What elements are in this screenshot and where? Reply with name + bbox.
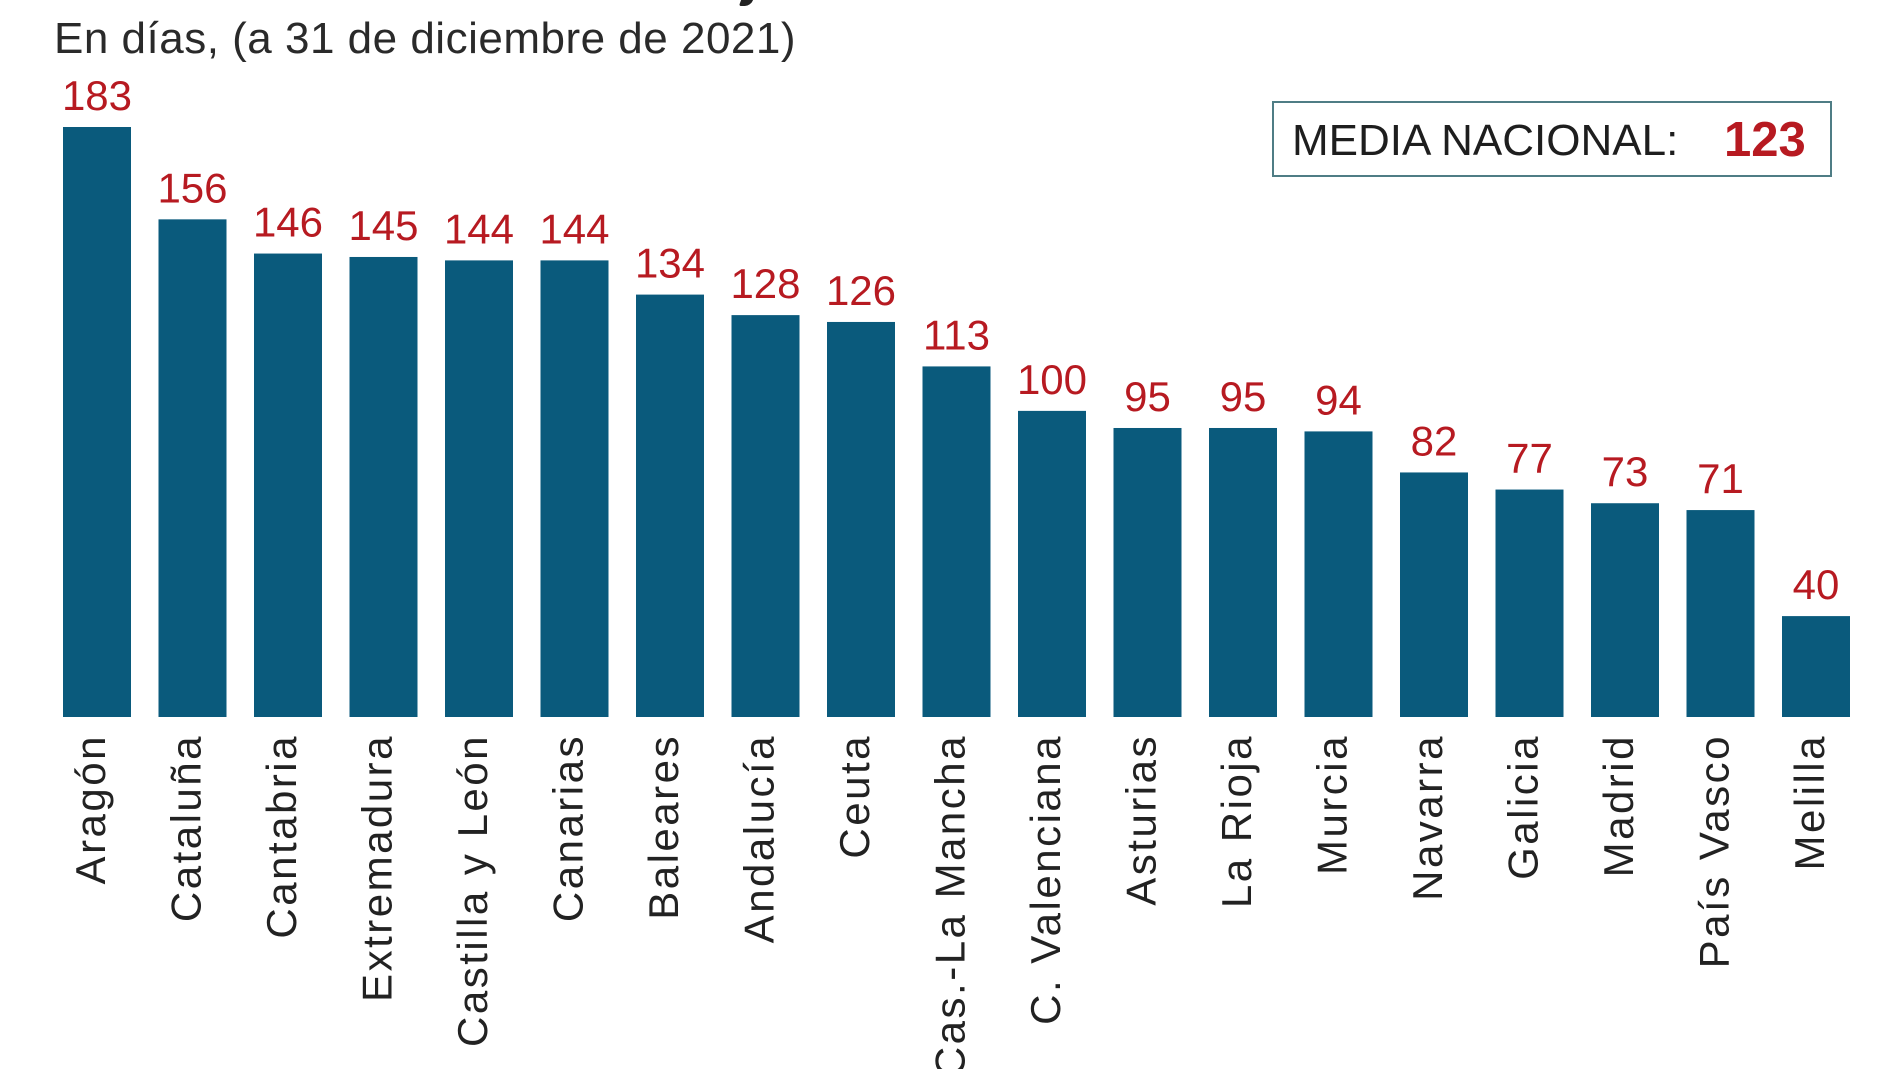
value-label-canarias: 144 xyxy=(539,205,609,252)
category-label-cantabria: Cantabria xyxy=(258,734,305,939)
value-label-ceuta: 126 xyxy=(826,267,896,314)
national-average-label: MEDIA NACIONAL: xyxy=(1292,116,1679,165)
value-label-extremadura: 145 xyxy=(348,202,418,249)
bar-aragon xyxy=(63,127,131,717)
category-label-madrid: Madrid xyxy=(1595,734,1642,877)
value-label-navarra: 82 xyxy=(1411,417,1458,464)
national-average-box: MEDIA NACIONAL: 123 xyxy=(1272,101,1832,177)
category-label-la-rioja: La Rioja xyxy=(1213,734,1260,908)
value-label-asturias: 95 xyxy=(1124,373,1171,420)
category-label-cas-la-mancha: Cas.-La Mancha xyxy=(927,734,974,1069)
value-label-castilla-y-leon: 144 xyxy=(444,205,514,252)
bar-cataluna xyxy=(158,219,227,717)
bar-andalucia xyxy=(731,315,800,717)
category-label-ceuta: Ceuta xyxy=(831,734,878,859)
value-label-aragon: 183 xyxy=(62,72,132,119)
category-label-castilla-y-leon: Castilla y León xyxy=(449,734,496,1047)
value-label-cas-la-mancha: 113 xyxy=(923,311,990,358)
bar-galicia xyxy=(1495,489,1564,717)
category-labels-group: Aragón Cataluña Cantabria Extremadura Castil… xyxy=(67,734,1833,1069)
category-label-cataluna: Cataluña xyxy=(163,734,210,922)
chart-subtitle: En días, (a 31 de diciembre de 2021) xyxy=(54,14,797,63)
value-label-melilla: 40 xyxy=(1793,561,1840,608)
bar-la-rioja xyxy=(1209,427,1277,717)
category-label-baleares: Baleares xyxy=(640,734,687,920)
bar-c-valenciana xyxy=(1018,410,1086,717)
bar-extremadura xyxy=(349,256,418,717)
category-label-c-valenciana: C. Valenciana xyxy=(1022,734,1069,1025)
national-average-value: 123 xyxy=(1724,113,1806,167)
bar-madrid xyxy=(1591,503,1659,717)
category-label-aragon: Aragón xyxy=(67,734,114,884)
bar-ceuta xyxy=(827,321,895,717)
bar-cas-la-mancha xyxy=(922,366,991,717)
value-label-baleares: 134 xyxy=(635,240,705,287)
category-label-canarias: Canarias xyxy=(545,734,592,922)
value-label-galicia: 77 xyxy=(1506,435,1553,482)
bar-murcia xyxy=(1304,431,1373,717)
bar-canarias xyxy=(540,260,609,717)
value-label-c-valenciana: 100 xyxy=(1017,356,1087,403)
category-label-pais-vasco: País Vasco xyxy=(1691,734,1738,968)
bar-asturias xyxy=(1113,427,1182,717)
category-label-melilla: Melilla xyxy=(1786,734,1833,871)
value-label-andalucia: 128 xyxy=(730,260,800,307)
value-label-murcia: 94 xyxy=(1315,376,1362,423)
category-label-murcia: Murcia xyxy=(1309,734,1356,875)
category-label-galicia: Galicia xyxy=(1500,734,1547,880)
value-label-madrid: 73 xyxy=(1602,448,1649,495)
category-label-asturias: Asturias xyxy=(1118,734,1165,906)
bar-pais-vasco xyxy=(1686,510,1755,717)
category-label-extremadura: Extremadura xyxy=(354,734,401,1002)
bar-baleares xyxy=(636,294,704,717)
bar-castilla-y-leon xyxy=(445,260,513,717)
value-labels-group: 183 156 146 145 144 144 134 128 126 113 100 95 95 94 8… xyxy=(62,72,1839,608)
value-label-cantabria: 146 xyxy=(253,199,323,246)
bars-group xyxy=(63,127,1850,717)
value-label-cataluna: 156 xyxy=(157,164,227,211)
category-label-navarra: Navarra xyxy=(1404,734,1451,901)
bar-cantabria xyxy=(254,253,322,717)
category-label-andalucia: Andalucía xyxy=(736,734,783,943)
bar-melilla xyxy=(1782,616,1850,717)
value-label-la-rioja: 95 xyxy=(1220,373,1267,420)
bar-navarra xyxy=(1400,472,1468,717)
value-label-pais-vasco: 71 xyxy=(1697,455,1744,502)
